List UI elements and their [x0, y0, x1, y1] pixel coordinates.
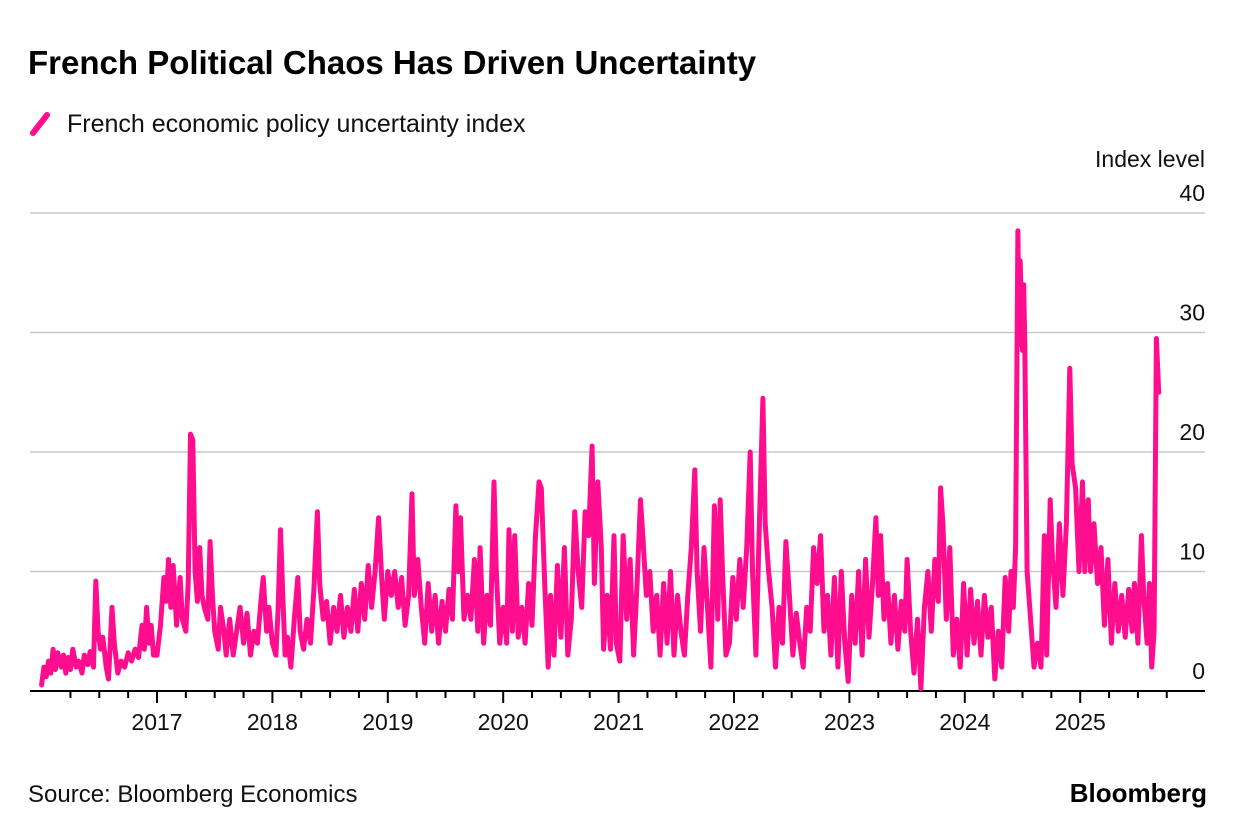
chart-title: French Political Chaos Has Driven Uncert…: [28, 44, 757, 81]
y-tick-label: 10: [1179, 539, 1205, 565]
x-tick-label: 2022: [708, 709, 759, 735]
y-tick-label: 30: [1179, 300, 1205, 326]
x-tick-label: 2017: [131, 709, 182, 735]
y-tick-label: 20: [1179, 419, 1205, 445]
source-note: Source: Bloomberg Economics: [28, 781, 357, 808]
x-tick-label: 2024: [939, 709, 990, 735]
legend-label: French economic policy uncertainty index: [67, 110, 526, 138]
series-line: [39, 228, 1162, 692]
series-layer: [39, 228, 1162, 692]
bloomberg-logo: Bloomberg: [1070, 778, 1207, 808]
x-tick-label: 2019: [362, 709, 413, 735]
legend-swatch-icon: [30, 112, 50, 136]
x-tick-label: 2023: [824, 709, 875, 735]
x-tick-label: 2020: [478, 709, 529, 735]
x-tick-label: 2018: [247, 709, 298, 735]
y-tick-label: 40: [1179, 180, 1205, 206]
y-tick-labels: 0 10 20 30 40: [1179, 180, 1205, 684]
x-axis: 2017 2018 2019 2020 2021 2022 2023 2024 2025: [30, 690, 1205, 735]
x-tick-label: 2021: [593, 709, 644, 735]
y-tick-label: 0: [1192, 658, 1205, 684]
legend: French economic policy uncertainty index: [30, 110, 526, 138]
x-tick-label: 2025: [1055, 709, 1106, 735]
y-axis-label: Index level: [1095, 146, 1205, 172]
